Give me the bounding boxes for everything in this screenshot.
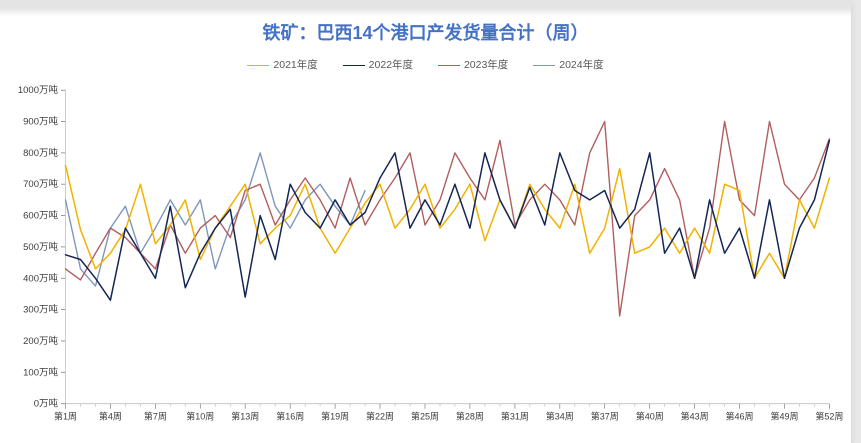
svg-text:第4周: 第4周 <box>99 411 122 422</box>
svg-text:第25周: 第25周 <box>411 411 439 422</box>
svg-text:600万吨: 600万吨 <box>23 210 58 222</box>
svg-text:0万吨: 0万吨 <box>34 398 59 410</box>
svg-text:第10周: 第10周 <box>186 411 214 422</box>
svg-text:第49周: 第49周 <box>770 411 798 422</box>
svg-text:第40周: 第40周 <box>636 411 664 422</box>
svg-text:第43周: 第43周 <box>681 411 709 422</box>
svg-text:300万吨: 300万吨 <box>23 304 58 316</box>
svg-text:1000万吨: 1000万吨 <box>18 84 59 96</box>
svg-text:第34周: 第34周 <box>546 411 574 422</box>
svg-text:第52周: 第52周 <box>815 411 843 422</box>
svg-text:第28周: 第28周 <box>456 411 484 422</box>
svg-text:100万吨: 100万吨 <box>23 366 58 378</box>
svg-text:800万吨: 800万吨 <box>23 147 58 159</box>
svg-text:900万吨: 900万吨 <box>23 116 58 128</box>
svg-text:200万吨: 200万吨 <box>23 335 58 347</box>
svg-text:第22周: 第22周 <box>366 411 394 422</box>
svg-text:400万吨: 400万吨 <box>23 272 58 284</box>
svg-text:第46周: 第46周 <box>725 411 753 422</box>
svg-text:700万吨: 700万吨 <box>23 178 58 190</box>
svg-text:第7周: 第7周 <box>144 411 167 422</box>
svg-text:第19周: 第19周 <box>321 411 349 422</box>
svg-text:500万吨: 500万吨 <box>23 241 58 253</box>
svg-text:第31周: 第31周 <box>501 411 529 422</box>
svg-text:第16周: 第16周 <box>276 411 304 422</box>
svg-text:第1周: 第1周 <box>54 411 77 422</box>
svg-text:第13周: 第13周 <box>231 411 259 422</box>
svg-text:第37周: 第37周 <box>591 411 619 422</box>
